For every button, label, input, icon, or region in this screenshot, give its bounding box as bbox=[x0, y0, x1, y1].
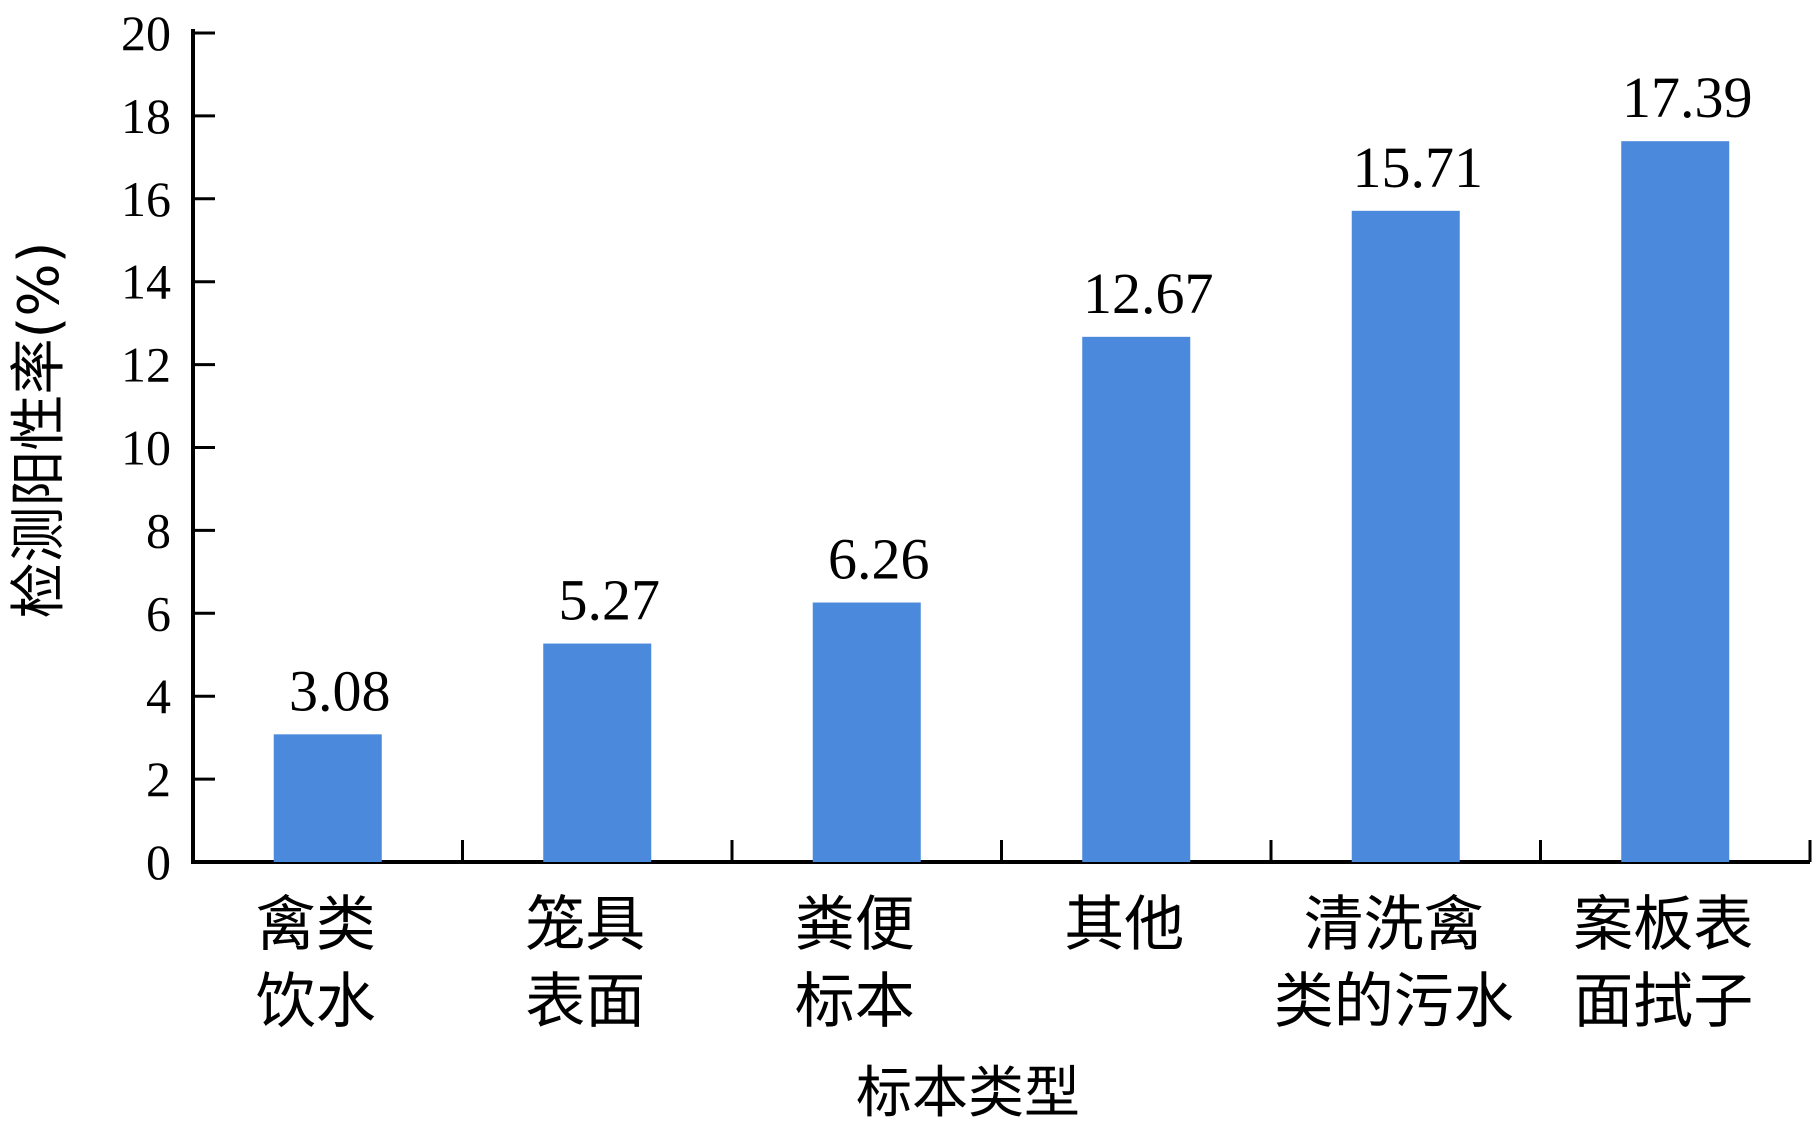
bar-1 bbox=[543, 643, 652, 862]
y-tick-label-8: 8 bbox=[146, 502, 171, 558]
bar-5 bbox=[1621, 141, 1730, 862]
y-tick-label-10: 10 bbox=[121, 420, 171, 476]
category-label-4-1: 类的污水 bbox=[1274, 967, 1514, 1037]
category-label-1-1: 表面 bbox=[525, 967, 645, 1037]
y-tick-label-0: 0 bbox=[146, 834, 171, 890]
category-label-0-1: 饮水 bbox=[256, 967, 376, 1037]
data-label-0: 3.08 bbox=[289, 658, 391, 723]
y-tick-label-14: 14 bbox=[121, 254, 171, 310]
x-axis-title: 标本类型 bbox=[856, 1061, 1080, 1126]
y-tick-label-20: 20 bbox=[121, 5, 171, 61]
category-label-4-0: 清洗禽 bbox=[1304, 890, 1484, 960]
category-label-1-0: 笼具 bbox=[525, 890, 645, 960]
category-label-2-1: 标本 bbox=[795, 967, 915, 1037]
category-label-5-1: 面拭子 bbox=[1573, 967, 1753, 1037]
y-axis-title: 检测阳性率(%) bbox=[7, 242, 72, 619]
category-label-0-0: 禽类 bbox=[256, 890, 376, 960]
y-tick-label-18: 18 bbox=[121, 88, 171, 144]
data-label-4: 15.71 bbox=[1353, 135, 1484, 200]
data-label-5: 17.39 bbox=[1622, 65, 1753, 130]
category-label-5-0: 案板表 bbox=[1573, 890, 1753, 960]
y-tick-label-12: 12 bbox=[121, 337, 171, 393]
data-label-1: 5.27 bbox=[559, 568, 661, 633]
y-tick-label-16: 16 bbox=[121, 171, 171, 227]
y-tick-label-4: 4 bbox=[146, 668, 171, 724]
bar-0 bbox=[273, 734, 382, 862]
y-tick-label-2: 2 bbox=[146, 751, 171, 807]
bar-4 bbox=[1351, 210, 1460, 862]
bar-2 bbox=[812, 602, 921, 862]
category-label-2-0: 粪便 bbox=[795, 890, 915, 960]
bar-3 bbox=[1082, 336, 1191, 862]
data-label-2: 6.26 bbox=[828, 527, 930, 592]
data-label-3: 12.67 bbox=[1083, 261, 1214, 326]
y-tick-label-6: 6 bbox=[146, 585, 171, 641]
category-label-3-0: 其他 bbox=[1064, 890, 1184, 960]
